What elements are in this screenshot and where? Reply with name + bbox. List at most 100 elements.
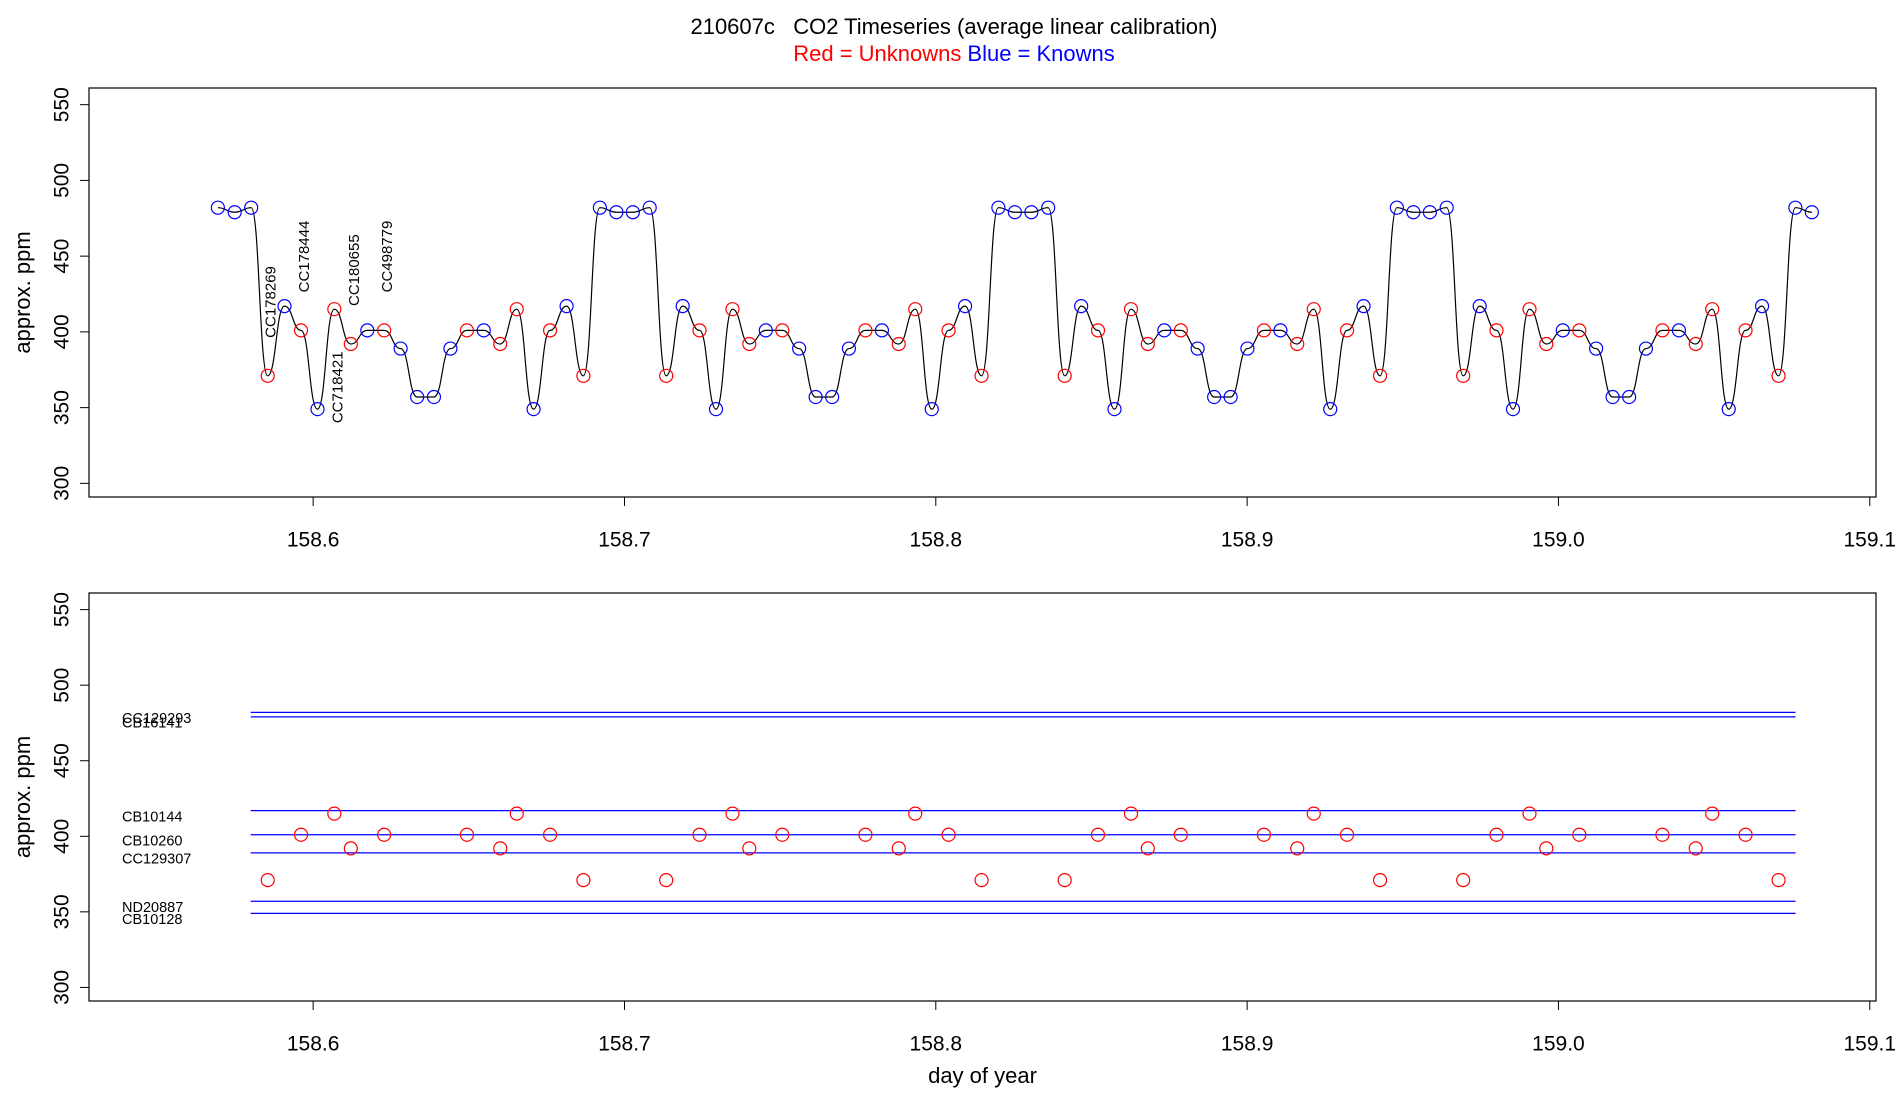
data-point — [1589, 341, 1604, 356]
data-point — [426, 389, 442, 405]
data-point — [1107, 402, 1122, 417]
data-point — [293, 827, 309, 842]
data-point — [1339, 323, 1355, 338]
data-point — [327, 806, 342, 821]
x-tick-label: 159.1 — [1843, 529, 1896, 552]
data-point — [991, 200, 1006, 215]
reference-label: CC129293 — [122, 711, 191, 727]
data-point — [659, 368, 674, 383]
data-point — [459, 323, 475, 338]
data-point — [1705, 302, 1720, 317]
data-point — [825, 389, 840, 405]
data-point — [1771, 873, 1786, 888]
data-point — [576, 368, 591, 383]
data-point — [742, 841, 757, 856]
data-point — [1572, 827, 1587, 842]
data-point — [443, 341, 458, 356]
data-point — [1771, 368, 1786, 383]
y-tick-label: 350 — [51, 390, 74, 425]
data-point — [941, 323, 956, 338]
data-point — [1356, 299, 1371, 314]
data-point — [377, 827, 392, 842]
chart-title: 210607c CO2 Timeseries (average linear c… — [690, 14, 1217, 39]
reference-label: CC129307 — [122, 852, 191, 868]
data-point — [1738, 323, 1753, 338]
data-point — [310, 402, 325, 417]
data-point — [858, 323, 873, 338]
data-point — [1173, 827, 1188, 842]
data-point — [1207, 389, 1222, 405]
data-point — [410, 389, 425, 405]
data-point — [1024, 205, 1039, 220]
data-point — [1256, 827, 1272, 842]
data-point — [692, 827, 707, 842]
data-point — [725, 302, 740, 317]
data-point — [227, 205, 242, 220]
data-point — [775, 323, 790, 338]
y-tick-label: 500 — [51, 668, 74, 703]
plot-frame — [88, 592, 1877, 1002]
x-tick-label: 159.0 — [1532, 529, 1585, 552]
sample-label: CC718421 — [329, 351, 346, 423]
data-point — [327, 302, 342, 317]
data-point — [675, 299, 690, 314]
data-point — [808, 389, 823, 405]
data-point — [1688, 336, 1703, 352]
data-point — [260, 368, 275, 383]
data-point — [493, 841, 508, 856]
data-point — [758, 323, 773, 338]
data-point — [1273, 323, 1288, 338]
data-point — [592, 200, 607, 215]
data-point — [244, 200, 259, 215]
data-point — [210, 200, 225, 215]
y-tick-label: 500 — [51, 163, 74, 198]
data-point — [1456, 873, 1471, 888]
data-point — [576, 873, 591, 888]
x-tick-label: 158.7 — [598, 529, 651, 552]
data-point — [1007, 205, 1022, 220]
y-tick-label: 450 — [51, 743, 74, 778]
data-point — [1223, 389, 1238, 405]
data-point — [1173, 323, 1188, 338]
sample-label: CC180655 — [346, 234, 363, 306]
x-tick-label: 158.6 — [287, 1033, 340, 1056]
reference-label: CB10260 — [122, 834, 182, 850]
data-point — [625, 205, 640, 220]
y-axis-label: approx. ppm — [10, 231, 35, 353]
data-point — [542, 827, 558, 842]
y-tick-label: 300 — [51, 466, 74, 501]
data-point — [1721, 402, 1736, 417]
sample-label: CC498779 — [379, 221, 396, 293]
data-point — [1705, 806, 1720, 821]
x-tick-label: 159.0 — [1532, 1033, 1585, 1056]
data-point — [343, 841, 358, 856]
sample-label: CC178444 — [296, 221, 313, 293]
data-point — [1290, 841, 1305, 856]
data-point — [1738, 827, 1753, 842]
data-point — [1339, 827, 1355, 842]
data-point — [957, 299, 973, 314]
reference-label: CB10128 — [122, 912, 182, 928]
data-point — [775, 827, 790, 842]
reference-label: ND20887 — [122, 900, 183, 916]
data-point — [1406, 205, 1421, 220]
data-point — [742, 336, 757, 352]
data-point — [1090, 323, 1106, 338]
data-point — [1754, 299, 1770, 314]
data-point — [924, 402, 939, 417]
data-point — [792, 341, 807, 356]
data-point — [708, 402, 724, 417]
data-point — [1190, 341, 1205, 356]
data-point — [659, 873, 674, 888]
x-tick-label: 158.9 — [1221, 1033, 1274, 1056]
data-point — [874, 323, 890, 338]
data-point — [974, 368, 989, 383]
data-point — [277, 299, 292, 314]
data-point — [1489, 323, 1504, 338]
y-tick-label: 400 — [51, 314, 74, 349]
x-tick-label: 158.6 — [287, 529, 340, 552]
x-axis-label: day of year — [928, 1063, 1037, 1088]
data-point — [493, 336, 508, 352]
data-point — [343, 336, 358, 352]
